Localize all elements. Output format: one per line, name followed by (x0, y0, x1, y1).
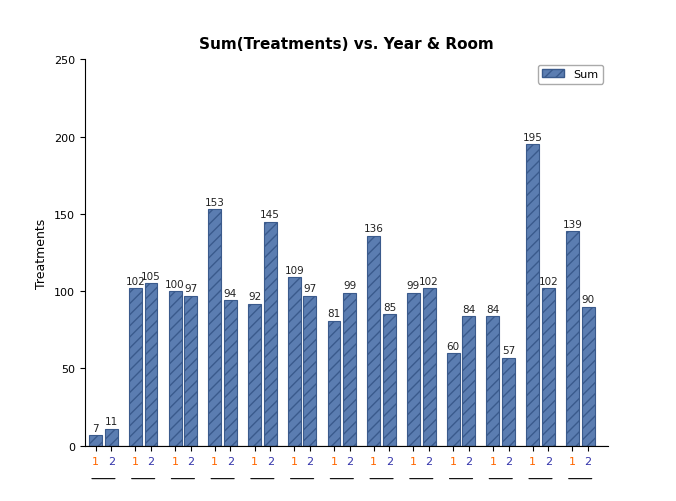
Bar (145, 284, 158, 446)
Bar (487, 316, 500, 446)
Bar (185, 296, 197, 446)
Text: 102: 102 (419, 276, 439, 286)
Bar (526, 145, 539, 446)
Bar (264, 222, 276, 446)
Bar (343, 293, 356, 446)
Text: 11: 11 (105, 417, 118, 427)
Text: 99: 99 (343, 281, 356, 291)
Bar (129, 289, 142, 446)
Text: 84: 84 (486, 304, 500, 314)
Text: 109: 109 (285, 266, 304, 276)
Bar (248, 304, 261, 446)
Text: 139: 139 (562, 219, 582, 229)
Text: 7: 7 (93, 423, 99, 433)
Text: 84: 84 (462, 304, 475, 314)
Text: 90: 90 (581, 295, 595, 305)
Text: 153: 153 (205, 197, 224, 207)
Text: 94: 94 (224, 289, 237, 299)
Bar (566, 231, 579, 446)
Bar (407, 293, 420, 446)
Bar (327, 321, 341, 446)
Bar (502, 358, 515, 446)
Text: 145: 145 (260, 210, 280, 220)
Y-axis label: Treatments: Treatments (35, 218, 48, 288)
Title: Sum(Treatments) vs. Year & Room: Sum(Treatments) vs. Year & Room (199, 37, 494, 52)
Text: 85: 85 (383, 303, 396, 313)
Bar (89, 435, 102, 446)
Legend: Sum: Sum (537, 66, 603, 85)
Text: 81: 81 (327, 309, 341, 319)
Bar (383, 315, 396, 446)
Text: 105: 105 (141, 272, 161, 282)
Bar (224, 301, 237, 446)
Bar (304, 296, 316, 446)
Bar (462, 316, 475, 446)
Text: 60: 60 (447, 341, 460, 351)
Text: 97: 97 (304, 284, 316, 294)
Bar (208, 210, 221, 446)
Bar (288, 278, 301, 446)
Bar (105, 429, 118, 446)
Bar (168, 292, 182, 446)
Bar (422, 289, 435, 446)
Text: 57: 57 (502, 346, 515, 356)
Text: 100: 100 (165, 279, 185, 289)
Bar (447, 353, 460, 446)
Text: 136: 136 (364, 224, 384, 233)
Text: 102: 102 (126, 276, 145, 286)
Bar (542, 289, 555, 446)
Text: 102: 102 (539, 276, 558, 286)
Bar (581, 307, 594, 446)
Text: 92: 92 (248, 292, 261, 302)
Bar (367, 236, 380, 446)
Text: 97: 97 (184, 284, 197, 294)
Text: 99: 99 (407, 281, 420, 291)
Text: 195: 195 (523, 133, 543, 143)
